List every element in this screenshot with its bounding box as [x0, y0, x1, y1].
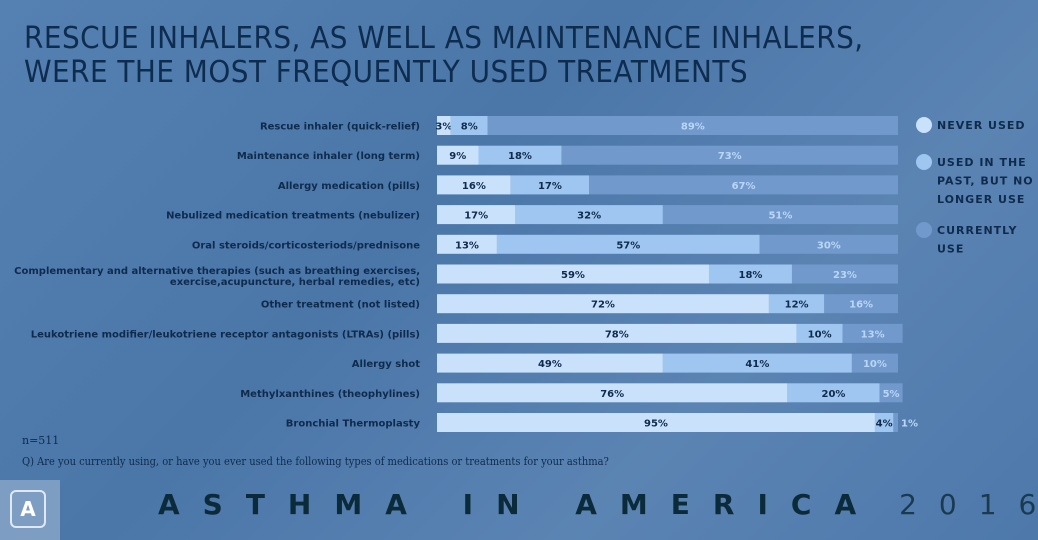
category-label: Maintenance inhaler (long term): [237, 151, 420, 162]
data-label: 16%: [849, 300, 873, 311]
bar-segment: [450, 116, 488, 135]
category-label: Bronchial Thermoplasty: [286, 419, 421, 430]
footer-brand-text: ASTHMA IN AMERICA: [158, 488, 880, 521]
bar-segment: [662, 205, 898, 225]
legend-marker: [916, 222, 932, 238]
legend-label: LONGER USE: [937, 193, 1025, 206]
data-label: 18%: [508, 151, 532, 162]
data-label: 4%: [876, 419, 893, 430]
bar-segment: [662, 353, 852, 373]
bar-segment: [708, 264, 792, 284]
bar-segment: [487, 116, 898, 135]
bar-segment: [496, 234, 760, 254]
category-label: Other treatment (not listed): [261, 300, 420, 311]
bar-segment: [437, 145, 479, 165]
category-label: Nebulized medication treatments (nebuliz…: [166, 211, 420, 222]
legend-label: USED IN THE: [937, 156, 1027, 169]
data-label: 78%: [605, 329, 629, 340]
data-label: 16%: [462, 181, 486, 192]
category-label: Allergy shot: [352, 359, 420, 370]
bar-segment: [796, 323, 843, 343]
footer-year: 2016: [899, 488, 1036, 521]
data-label: 76%: [600, 389, 624, 400]
category-label: Complementary and alternative therapies …: [14, 266, 420, 277]
bar-segment: [437, 264, 709, 284]
bar-segment: [437, 413, 875, 432]
data-label: 12%: [785, 300, 809, 311]
bar-segment: [437, 234, 497, 254]
category-label: Oral steroids/corticosteriods/prednisone: [192, 240, 420, 251]
logo-speech-bubble-icon: A: [10, 490, 46, 528]
stacked-bar-chart: Rescue inhaler (quick-relief) 3% 8% 89% Main…: [14, 116, 1034, 432]
legend-label: PAST, BUT NO: [937, 175, 1034, 188]
data-label: 10%: [863, 359, 887, 370]
category-label: Allergy medication (pills): [278, 181, 420, 192]
data-label: 89%: [681, 122, 705, 133]
data-label: 59%: [561, 270, 585, 281]
legend-label: NEVER USED: [937, 119, 1026, 132]
data-label: 13%: [861, 329, 885, 340]
bar-segment: [589, 175, 898, 195]
data-label: 5%: [883, 389, 900, 400]
data-label: 57%: [616, 240, 640, 251]
bar-segment: [791, 264, 898, 284]
bar-segment: [893, 413, 898, 432]
data-label: 30%: [817, 240, 841, 251]
data-label: 17%: [464, 211, 488, 222]
data-label: 20%: [821, 389, 845, 400]
bar-segment: [874, 413, 894, 432]
bar-segment: [437, 383, 788, 403]
bar-segment: [437, 205, 516, 225]
data-label: 49%: [538, 359, 562, 370]
sample-size: n=511: [22, 434, 60, 447]
legend-marker: [916, 117, 932, 133]
bar-segment: [515, 205, 663, 225]
bar-segment: [842, 323, 903, 343]
bar-segment: [759, 234, 898, 254]
category-label: Leukotriene modifier/leukotriene recepto…: [31, 329, 420, 340]
bar-segment: [824, 294, 898, 314]
bar-segment: [510, 175, 590, 195]
data-label: 51%: [768, 211, 792, 222]
title-line-2: WERE THE MOST FREQUENTLY USED TREATMENTS: [24, 55, 749, 90]
legend-label: USE: [937, 243, 964, 256]
data-label: 67%: [732, 181, 756, 192]
category-label: Rescue inhaler (quick-relief): [260, 122, 420, 133]
category-label: Methylxanthines (theophylines): [240, 389, 420, 400]
data-label: 10%: [808, 329, 832, 340]
legend-label: CURRENTLY: [937, 224, 1017, 237]
bar-segment: [787, 383, 880, 403]
bar-segment: [561, 145, 898, 165]
chart-title: RESCUE INHALERS, AS WELL AS MAINTENANCE …: [24, 22, 864, 90]
data-label: 32%: [577, 211, 601, 222]
legend-marker: [916, 154, 932, 170]
bar-segment: [768, 294, 825, 314]
data-label: 17%: [538, 181, 562, 192]
footer-brand: ASTHMA IN AMERICA 2016: [158, 488, 1038, 521]
data-label: 73%: [718, 151, 742, 162]
data-label: 18%: [739, 270, 763, 281]
data-label: 13%: [455, 240, 479, 251]
data-label: 23%: [833, 270, 857, 281]
bar-segment: [437, 116, 451, 135]
bar-segment: [851, 353, 898, 373]
bar-segment: [478, 145, 562, 165]
data-label: 3%: [435, 122, 452, 133]
survey-question: Q) Are you currently using, or have you …: [22, 455, 609, 468]
data-label: 41%: [745, 359, 769, 370]
bar-segment: [437, 353, 663, 373]
category-label: exercise,acupuncture, herbal remedies, e…: [170, 277, 420, 288]
bar-segment: [437, 294, 769, 314]
bar-segment: [879, 383, 903, 403]
data-label: 72%: [591, 300, 615, 311]
bar-segment: [437, 175, 511, 195]
title-line-1: RESCUE INHALERS, AS WELL AS MAINTENANCE …: [24, 21, 864, 56]
data-label: 95%: [644, 419, 668, 430]
data-label: 9%: [449, 151, 466, 162]
bar-segment: [437, 323, 797, 343]
logo: A: [0, 480, 60, 540]
data-label: 1%: [901, 419, 918, 430]
data-label: 8%: [461, 122, 478, 133]
